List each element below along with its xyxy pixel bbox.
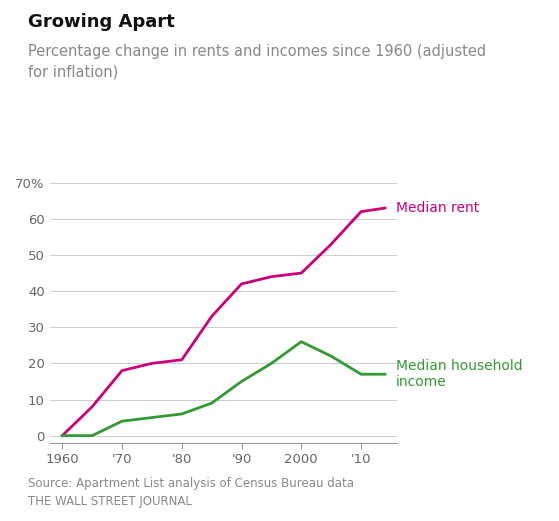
- Text: Percentage change in rents and incomes since 1960 (adjusted
for inflation): Percentage change in rents and incomes s…: [28, 44, 486, 79]
- Text: Median household
income: Median household income: [396, 359, 523, 389]
- Text: Median rent: Median rent: [396, 201, 479, 215]
- Text: Source: Apartment List analysis of Census Bureau data
THE WALL STREET JOURNAL: Source: Apartment List analysis of Censu…: [28, 477, 354, 508]
- Text: Growing Apart: Growing Apart: [28, 13, 175, 31]
